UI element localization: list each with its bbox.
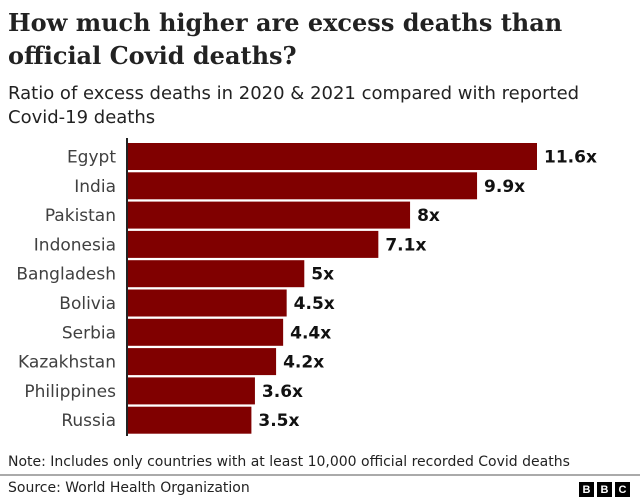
- category-label: India: [74, 177, 116, 197]
- category-label: Pakistan: [45, 206, 116, 226]
- data-label: 5x: [311, 265, 334, 285]
- data-label: 8x: [417, 206, 440, 226]
- bar: [128, 377, 255, 405]
- category-label: Russia: [61, 411, 116, 431]
- category-label: Kazakhstan: [18, 353, 116, 373]
- data-label: 4.2x: [283, 353, 324, 373]
- category-label: Bolivia: [59, 294, 116, 314]
- footnote: Note: Includes only countries with at le…: [8, 454, 570, 470]
- category-label: Egypt: [67, 148, 116, 168]
- category-label: Indonesia: [34, 235, 116, 255]
- bar: [128, 289, 287, 317]
- bar: [128, 260, 305, 288]
- data-label: 11.6x: [544, 148, 597, 168]
- data-label: 7.1x: [385, 235, 426, 255]
- logo-letter: C: [615, 482, 630, 497]
- bar: [128, 406, 252, 434]
- bar: [128, 143, 537, 170]
- bar: [128, 348, 277, 376]
- logo-letter: B: [579, 482, 594, 497]
- bar: [128, 172, 478, 200]
- bar: [128, 201, 411, 229]
- logo-letter: B: [597, 482, 612, 497]
- category-label: Philippines: [24, 382, 116, 402]
- source: Source: World Health Organization: [8, 480, 250, 496]
- bar: [128, 318, 284, 346]
- bar: [128, 230, 379, 258]
- bbc-logo: B B C: [579, 482, 630, 497]
- chart-subtitle: Ratio of excess deaths in 2020 & 2021 co…: [8, 83, 580, 128]
- chart-title: How much higher are excess deaths than o…: [8, 8, 563, 70]
- divider: [0, 474, 640, 476]
- category-label: Serbia: [62, 323, 116, 343]
- data-label: 9.9x: [484, 177, 525, 197]
- data-label: 3.6x: [262, 382, 303, 402]
- data-label: 4.5x: [294, 294, 335, 314]
- data-label: 3.5x: [258, 411, 299, 431]
- category-label: Bangladesh: [16, 265, 116, 285]
- data-label: 4.4x: [290, 323, 331, 343]
- bar-chart: Egypt 11.6x India 9.9x Pakistan 8x Indonesia 7.…: [16, 138, 597, 436]
